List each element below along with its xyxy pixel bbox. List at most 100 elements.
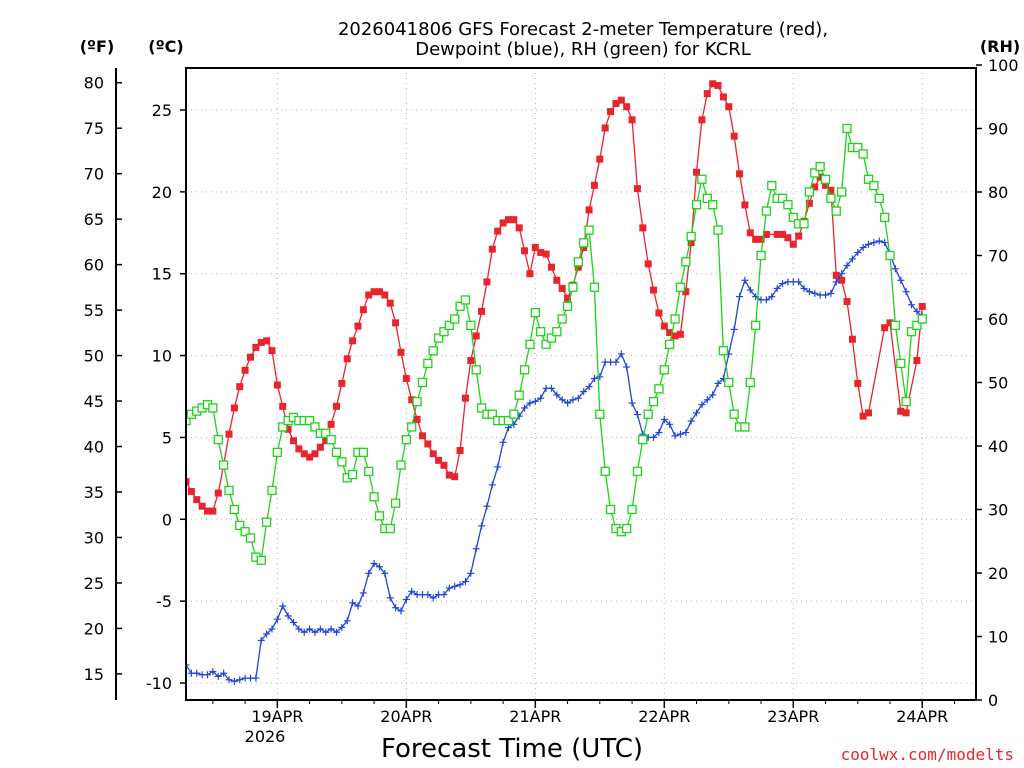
rh-point <box>256 555 266 565</box>
temperature-point <box>886 319 894 327</box>
temperature-point <box>198 502 206 510</box>
celsius-tick-label: 5 <box>162 428 172 447</box>
temperature-point <box>461 394 469 402</box>
temperature-point <box>370 288 378 296</box>
temperature-point <box>623 103 631 111</box>
temperature-point <box>918 302 926 310</box>
temperature-point <box>811 183 819 191</box>
rh-point <box>224 485 234 496</box>
rh-point <box>412 396 422 407</box>
temperature-point <box>177 463 184 470</box>
rh-point <box>600 466 610 477</box>
dewpoint-point <box>263 630 271 638</box>
temperature-point <box>316 443 324 451</box>
rh-point <box>627 504 637 515</box>
dewpoint-point <box>822 291 830 299</box>
rh-point <box>622 523 632 534</box>
rh-point <box>815 161 825 172</box>
rh-point <box>444 320 454 331</box>
rh-point <box>218 460 229 470</box>
dewpoint-point <box>488 481 496 489</box>
dewpoint-point <box>891 265 899 273</box>
dewpoint-point <box>913 307 921 315</box>
dewpoint-point <box>284 612 292 620</box>
dewpoint-point <box>257 636 265 644</box>
x-year-label: 2026 <box>245 727 286 746</box>
temperature-point <box>913 356 921 364</box>
rh-tick-label: 50 <box>988 374 1008 393</box>
temperature-point <box>279 402 287 410</box>
x-tick-label: 22APR <box>638 707 690 726</box>
dewpoint-point <box>494 463 502 471</box>
rh-tick-label: 10 <box>988 628 1008 647</box>
temperature-point <box>327 420 335 428</box>
dewpoint-point <box>569 396 577 404</box>
rh-point <box>745 377 755 388</box>
rh-point <box>632 466 643 477</box>
temperature-point <box>408 396 416 404</box>
temperature-point <box>435 456 443 464</box>
temperature-point <box>687 239 695 247</box>
rh-point <box>471 365 481 375</box>
rh-point <box>912 320 922 331</box>
fahrenheit-tick-label: 55 <box>84 301 104 320</box>
dewpoint-point <box>897 276 905 284</box>
rh-tick-label: 30 <box>988 501 1008 520</box>
temperature-point <box>354 322 362 330</box>
temperature-point <box>843 298 851 306</box>
rh-tick-label: 0 <box>988 691 998 710</box>
x-tick-label: 23APR <box>767 707 819 726</box>
temperature-point <box>725 103 733 111</box>
temperature-point <box>854 379 862 387</box>
fahrenheit-tick-label: 45 <box>84 392 104 411</box>
temperature-point <box>590 181 598 189</box>
rh-point <box>906 327 917 337</box>
dewpoint-point <box>300 628 308 636</box>
rh-point <box>761 206 772 216</box>
rh-point <box>186 415 191 426</box>
dewpoint-point <box>354 602 362 610</box>
temperature-point <box>746 229 754 237</box>
temperature-point <box>865 409 873 417</box>
temperature-point <box>359 306 367 314</box>
rh-point <box>788 212 798 223</box>
dewpoint-point <box>322 628 330 636</box>
plot-frame <box>185 67 977 701</box>
dewpoint-point <box>773 284 781 292</box>
rh-point <box>358 447 368 458</box>
temperature-point <box>214 489 222 497</box>
dewpoint-point <box>633 411 641 419</box>
x-tick-label: 24APR <box>896 707 948 726</box>
dewpoint-point <box>580 388 588 396</box>
temperature-point <box>322 437 330 445</box>
temperature-point <box>413 415 421 423</box>
dewpoint-point <box>526 399 534 407</box>
rh-tick-label: 60 <box>988 310 1008 329</box>
rh-point <box>804 187 815 197</box>
temperature-point <box>628 116 636 124</box>
rh-point <box>536 327 546 337</box>
dewpoint-point <box>827 289 835 297</box>
dewpoint-point <box>365 569 373 577</box>
temperature-point <box>241 366 249 374</box>
dewpoint-point <box>499 438 507 446</box>
rh-point <box>374 511 385 521</box>
rh-tick-label: 90 <box>988 120 1008 139</box>
dewpoint-point <box>349 599 357 607</box>
temperature-point <box>693 168 701 176</box>
temperature-point <box>784 234 792 242</box>
credit-text: coolwx.com/modelts <box>841 745 1014 764</box>
fahrenheit-tick-label: 60 <box>84 256 104 275</box>
rh-point <box>665 339 675 350</box>
temperature-point <box>671 332 679 340</box>
dewpoint-point <box>805 288 813 296</box>
rh-point <box>718 346 729 356</box>
temperature-point <box>402 374 410 382</box>
temperature-point <box>666 329 674 337</box>
dewpoint-point <box>220 669 228 677</box>
dewpoint-point <box>279 602 287 610</box>
rh-point <box>229 504 240 515</box>
temperature-point <box>483 278 491 286</box>
temperature-point <box>564 294 572 302</box>
dewpoint-point <box>553 391 561 399</box>
